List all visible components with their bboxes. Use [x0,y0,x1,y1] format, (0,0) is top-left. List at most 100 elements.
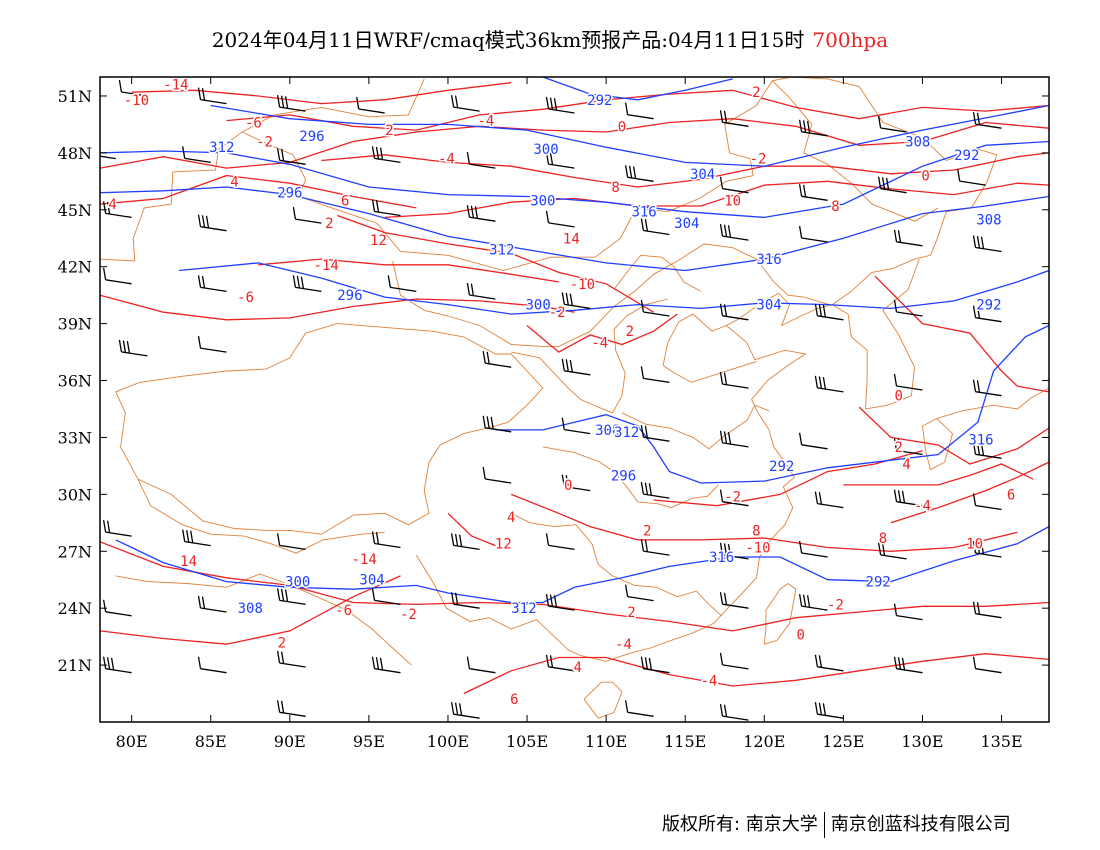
temperature-contour-label: -4 [615,637,632,653]
height-contour-label: 300 [530,193,555,209]
temperature-contour-label: -14 [314,258,339,274]
wind-barb [719,592,749,609]
lat-tick-label: 21N [58,656,92,675]
wind-barb [102,267,132,285]
border-line [583,681,623,719]
wind-barb [972,305,1002,323]
height-contour-line [100,186,1049,272]
temperature-contour-label: -2 [724,489,741,505]
temperature-contour-label: 8 [831,199,839,215]
wind-barb [276,700,306,717]
wind-barb [719,223,749,241]
wind-barb [893,489,923,507]
temperature-contour-label: -10 [745,540,770,556]
temperature-contour-label: 14 [180,554,197,570]
temperature-contour-label: -10 [124,93,149,109]
height-contour-label: 316 [968,432,993,448]
map-frame [99,76,1050,723]
wind-barb [877,176,907,194]
temperature-contour-label: -4 [438,152,455,168]
height-contour-label: 308 [976,212,1001,228]
temperature-contour-label: 8 [752,523,760,539]
lon-tick-label: 105E [506,732,548,751]
border-line [242,78,425,133]
height-contour-label: 300 [525,298,550,314]
wind-barb [798,432,828,450]
wind-barb [719,110,749,127]
temperature-contour-label: 2 [626,324,634,340]
temperature-contour-line [100,541,1049,632]
wind-barb [545,533,575,551]
wind-barb [197,214,227,232]
wind-barbs [100,79,1002,721]
border-line [580,292,833,662]
border-line [542,446,719,509]
temperature-contour-label: 0 [618,119,626,135]
height-contour-label: 304 [690,167,715,183]
wind-barb [197,275,227,293]
wind-barb [972,442,1002,459]
title-level: 700hpa [812,28,889,52]
lon-tick-label: 115E [664,732,706,751]
height-contour-label: 308 [905,135,930,151]
wind-barb [719,489,749,507]
lon-tick-label: 120E [743,732,785,751]
wind-barb [182,529,211,547]
wind-barb [561,417,591,435]
height-contour-line [115,526,1049,604]
temperature-contour-line [131,82,512,105]
wind-barb [719,430,749,448]
wind-barb [545,96,575,114]
temperature-contour-label: -2 [400,607,417,623]
wind-barb [371,531,401,549]
temperature-contour-line [510,493,1018,552]
lon-tick-label: 80E [116,732,148,751]
wind-barb [450,592,480,609]
height-contour-label: 316 [631,205,656,221]
temperature-contour-label: -6 [335,603,352,619]
border-line [510,512,722,617]
lon-tick-label: 130E [901,732,943,751]
wind-barb [450,533,480,551]
wind-barb [640,218,670,236]
height-contour-label: 312 [511,601,536,617]
temperature-contour-label: 4 [108,197,116,213]
temperature-contour-label: 2 [325,216,333,232]
wind-barb [466,151,496,169]
temperature-contour-line [258,258,559,283]
lon-tick-label: 100E [427,732,469,751]
height-contour-line [210,104,1049,167]
temperature-contour-label: 6 [1007,487,1015,503]
temperature-contour-line [843,463,1034,486]
copyright-right: 南京创蓝科技有限公司 [830,814,1011,835]
wind-barb [276,650,306,668]
lon-tick-label: 135E [980,732,1022,751]
lat-tick-label: 24N [58,599,92,618]
border-line [115,323,544,535]
height-contour-label: 292 [587,93,612,109]
temperature-contour-line [526,313,678,353]
temperature-contour-label: 2 [895,440,903,456]
border-line [922,417,954,471]
border-line [115,573,412,666]
temperature-contour-label: 10 [724,193,741,209]
border-line [936,387,1049,419]
height-contour-label: 304 [756,298,781,314]
wind-barb [356,96,385,114]
height-contour-line [100,140,1049,219]
wind-barb [719,303,749,321]
height-contour-label: 312 [489,243,514,259]
wind-barb [893,373,923,391]
height-contour-label: 292 [769,459,794,475]
border-line [613,254,702,292]
lon-tick-label: 90E [274,732,306,751]
wind-barb [640,299,670,317]
border-line [100,77,792,271]
wind-barb [719,652,749,670]
wind-barb [624,700,654,717]
temperature-contour-label: 12 [370,233,387,249]
copyright-footer: 版权所有: 南京大学 南京创蓝科技有限公司 [662,810,1011,838]
border-line [771,80,939,222]
lat-tick-label: 30N [58,485,92,504]
